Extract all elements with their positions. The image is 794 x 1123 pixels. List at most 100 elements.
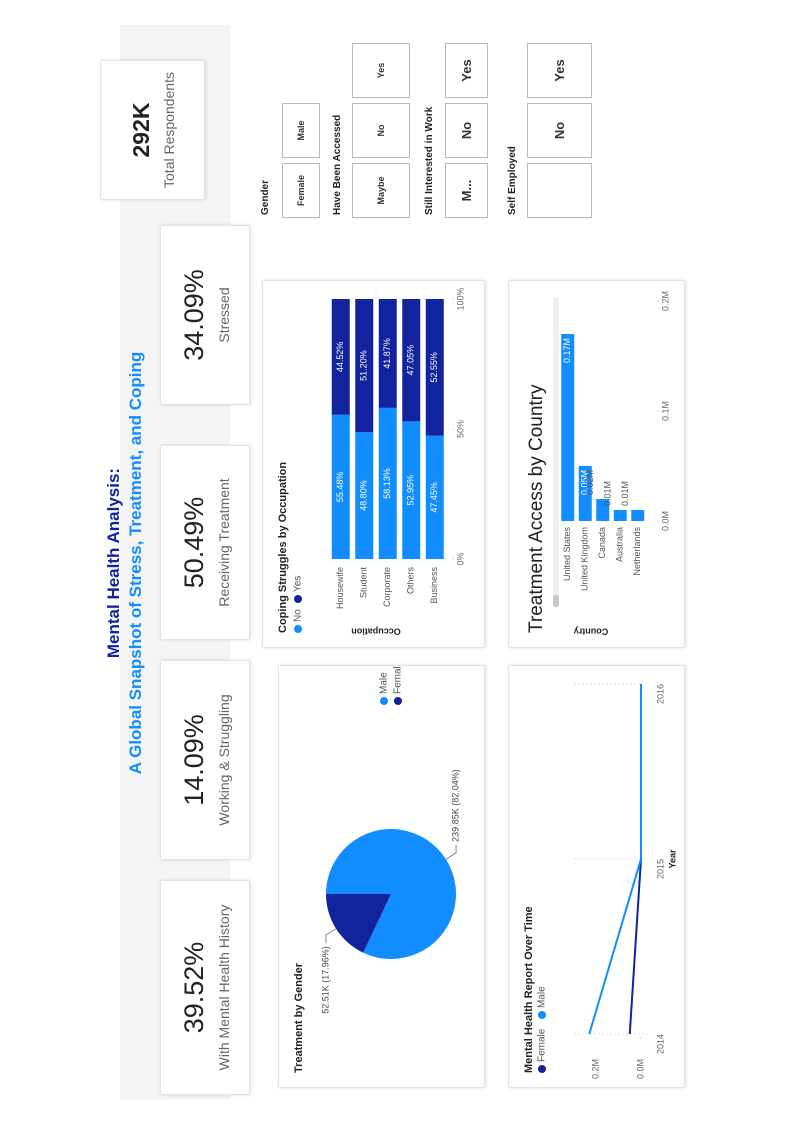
bar	[596, 499, 610, 521]
bar-segment	[402, 299, 421, 422]
line-series	[628, 858, 642, 1035]
x-tick-label: 2015	[655, 859, 665, 879]
bar-segment	[331, 414, 350, 559]
bar-segment	[331, 299, 350, 415]
slicer-option[interactable]: Yes	[527, 43, 592, 98]
slicer-title: Still Interested in Work	[424, 106, 435, 215]
slicer-title: Self Employed	[507, 146, 518, 215]
y-tick-label: United States	[562, 527, 572, 582]
slicer-option[interactable]: Yes	[352, 43, 410, 98]
slicer-option[interactable]: M...	[445, 163, 488, 218]
y-tick-label: Business	[429, 567, 439, 604]
x-tick-label: 0.1M	[660, 401, 670, 421]
data-label: 0.02M	[585, 470, 595, 495]
slicer-option[interactable]: Maybe	[352, 163, 410, 218]
bar-segment	[378, 407, 397, 559]
bar-segment	[355, 432, 374, 559]
x-tick-label: 2016	[655, 684, 665, 704]
data-label: 52.51K (17.96%)	[320, 946, 330, 1014]
scrollbar-track	[553, 297, 559, 607]
chart-card: Mental Health Report Over Time Female Male…	[508, 665, 685, 1088]
slicer-option[interactable]: Yes	[445, 43, 488, 98]
x-tick-label: 0.2M	[660, 291, 670, 311]
slicer-option[interactable]: No	[445, 103, 488, 158]
dashboard-title: Mental Health Analysis:	[104, 467, 123, 659]
legend-label: No	[293, 609, 304, 622]
data-label: 58.13%	[382, 468, 392, 499]
x-tick-label: 0%	[455, 552, 465, 565]
bar	[561, 334, 575, 521]
x-tick-label: 50%	[455, 420, 465, 438]
kpi-label: Receiving Treatment	[215, 478, 232, 607]
data-label: 47.45%	[429, 482, 439, 513]
kpi-value: 292K	[128, 102, 154, 158]
kpi-card: 50.49% Receiving Treatment	[160, 445, 250, 640]
axis-title: Year	[667, 849, 677, 869]
y-tick-label: Others	[406, 567, 416, 595]
y-tick-label: United Kingdom	[580, 527, 590, 591]
kpi-label: With Mental Health History	[215, 904, 232, 1071]
data-label: 239.85K (82.04%)	[450, 769, 460, 842]
kpi-value: 14.09%	[178, 714, 209, 806]
pie-slice	[326, 894, 391, 953]
legend-label: Female	[537, 1028, 548, 1062]
axis-title: Occupation	[351, 627, 401, 637]
dashboard-subtitle: A Global Snapshot of Stress, Treatment, …	[126, 351, 145, 775]
data-label: 41.87%	[382, 338, 392, 369]
y-tick-label: 0.0M	[635, 1059, 645, 1079]
y-tick-label: 0.2M	[590, 1059, 600, 1079]
legend-marker	[538, 1065, 546, 1073]
bar-segment	[425, 435, 444, 559]
y-tick-label: Canada	[597, 527, 607, 559]
kpi-label: Stressed	[215, 287, 232, 343]
scrollbar-thumb	[553, 595, 559, 607]
x-tick-label: 2014	[655, 1034, 665, 1054]
bar	[631, 510, 645, 521]
legend-marker	[294, 625, 302, 633]
kpi-label: Total Respondents	[161, 72, 177, 188]
legend-marker	[380, 697, 388, 705]
slicer-option[interactable]: Male	[282, 103, 320, 158]
chart-title: Treatment Access by Country	[526, 384, 547, 633]
chart-card: Treatment by Gender 239.85K (82.04%) 52.51…	[278, 665, 485, 1088]
y-tick-label: Corporate	[382, 567, 392, 607]
legend-label: Male	[537, 986, 548, 1008]
bar-segment	[355, 299, 374, 433]
axis-title: Country	[574, 627, 609, 637]
kpi-card: 14.09% Working & Struggling	[160, 660, 250, 860]
legend-label: Male	[379, 672, 390, 694]
y-tick-label: Australia	[615, 527, 625, 562]
legend-label: Female	[393, 666, 404, 694]
slicer-option[interactable]: No	[352, 103, 410, 158]
data-label: 0.01M	[620, 481, 630, 506]
bar	[613, 510, 627, 521]
chart: Mental Health Report Over Time Female Male…	[523, 683, 677, 1079]
data-label: 0.01M	[603, 481, 613, 506]
slicer-title: Gender	[260, 179, 271, 215]
y-tick-label: Student	[359, 567, 369, 599]
chart: Coping Struggles by Occupation Occupation…	[277, 287, 465, 637]
data-label: 48.80%	[359, 480, 369, 511]
kpi-card: 39.52% With Mental Health History	[160, 880, 250, 1095]
kpi-card: 34.09% Stressed	[160, 225, 250, 405]
bar-segment	[402, 421, 421, 559]
slicer-option[interactable]: No	[527, 103, 592, 158]
leader-line	[325, 928, 337, 944]
data-label: 44.52%	[335, 342, 345, 373]
y-tick-label: Housewife	[335, 567, 345, 609]
leader-line	[445, 844, 457, 860]
legend-marker	[538, 1011, 546, 1019]
data-label: 0.05M	[580, 470, 590, 495]
x-tick-label: 100%	[455, 287, 465, 310]
kpi-label: Working & Struggling	[215, 694, 232, 826]
slicer-title: Have Been Accessed	[332, 114, 343, 215]
chart-title: Mental Health Report Over Time	[523, 906, 535, 1073]
slicer-option[interactable]: Female	[282, 163, 320, 218]
chart-card: Treatment Access by Country Country 0.0M 0.…	[508, 280, 685, 648]
legend-marker	[294, 595, 302, 603]
data-label: 55.48%	[335, 472, 345, 503]
kpi-value: 34.09%	[178, 269, 209, 361]
data-label: 52.55%	[429, 352, 439, 383]
